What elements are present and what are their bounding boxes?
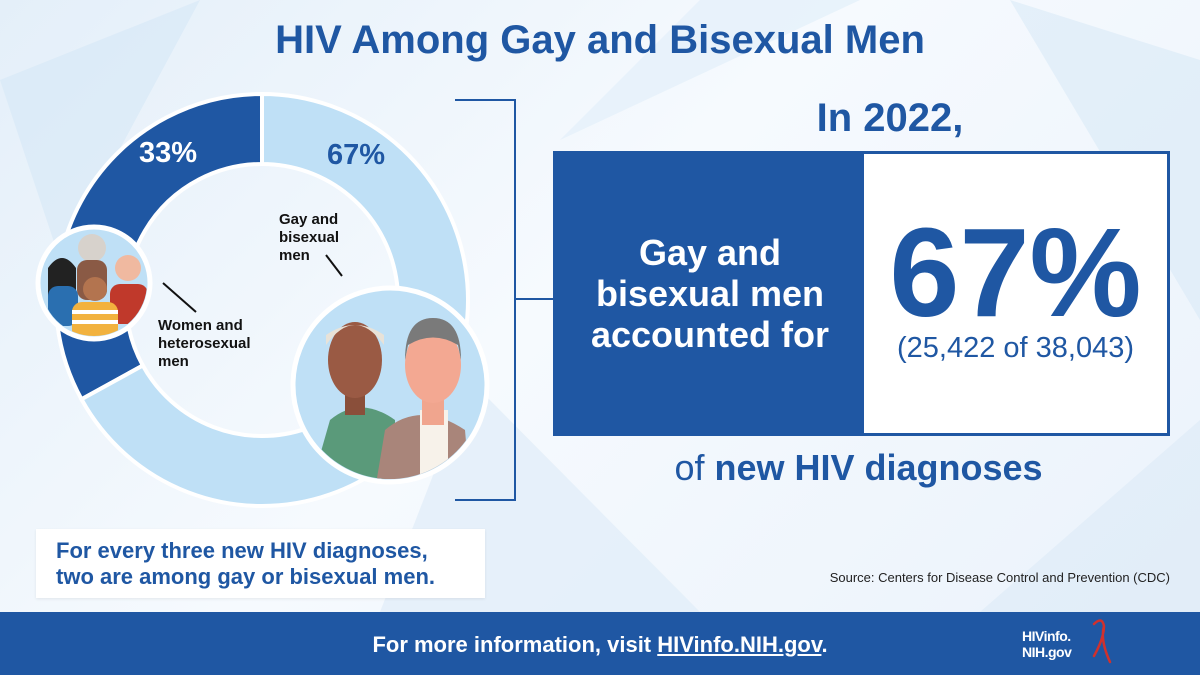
red-ribbon-icon	[1092, 619, 1112, 664]
couple-people-icon	[290, 285, 490, 485]
group-people-icon	[35, 224, 153, 342]
hivinfo-logo: HIVinfo. NIH.gov	[1018, 616, 1118, 672]
stat-detail: (25,422 of 38,043)	[896, 332, 1134, 364]
stat-big-value: 67%	[889, 202, 1142, 343]
hivinfo-link[interactable]: HIVinfo.NIH.gov	[657, 632, 822, 657]
page-title: HIV Among Gay and Bisexual Men	[275, 18, 925, 62]
year-heading: In 2022,	[816, 96, 964, 140]
slice-label-women: 33%	[139, 137, 197, 169]
women-heterosexual-label: Women and heterosexual men	[158, 317, 251, 370]
of-new-diagnoses: of new HIV diagnoses	[674, 447, 1043, 488]
stat-box: Gay and bisexual men accounted for 67% (…	[553, 151, 1170, 436]
stat-description: Gay and bisexual men accounted for	[556, 154, 864, 433]
footer-bar: For more information, visit HIVinfo.NIH.…	[0, 612, 1200, 675]
slice-label-gay-bisexual: 67%	[327, 139, 385, 171]
gay-bisexual-label: Gay and bisexual men	[279, 211, 340, 264]
source-citation: Source: Centers for Disease Control and …	[829, 570, 1170, 585]
callout-box: For every three new HIV diagnoses, two a…	[36, 529, 485, 598]
footer-text: For more information, visit HIVinfo.NIH.…	[372, 632, 828, 657]
